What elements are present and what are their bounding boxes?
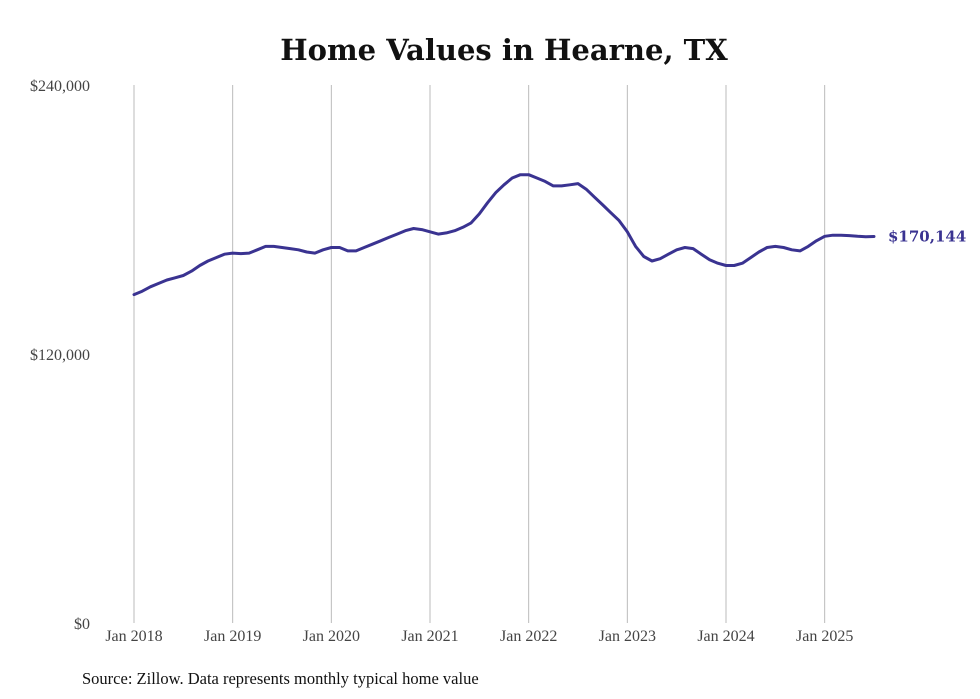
chart-title: Home Values in Hearne, TX xyxy=(280,33,728,67)
gridlines xyxy=(133,85,826,623)
x-tick-label: Jan 2022 xyxy=(500,628,557,645)
x-tick-label: Jan 2021 xyxy=(401,628,458,645)
last-value-label: $170,144 xyxy=(888,228,966,246)
y-tick-label: $0 xyxy=(74,616,90,633)
x-tick-label: Jan 2024 xyxy=(697,628,754,645)
x-axis-ticks: Jan 2018 Jan 2019 Jan 2020 Jan 2021 Jan 2022… xyxy=(105,628,853,645)
x-tick-label: Jan 2023 xyxy=(599,628,656,645)
x-tick-label: Jan 2019 xyxy=(204,628,261,645)
y-axis-ticks: $0 $120,000 $240,000 xyxy=(30,78,90,633)
source-note: Source: Zillow. Data represents monthly … xyxy=(82,669,479,688)
x-tick-label: Jan 2025 xyxy=(796,628,853,645)
y-tick-label: $120,000 xyxy=(30,347,90,364)
x-tick-label: Jan 2018 xyxy=(105,628,162,645)
y-tick-label: $240,000 xyxy=(30,78,90,95)
x-tick-label: Jan 2020 xyxy=(303,628,360,645)
series-line-home-value xyxy=(132,173,876,297)
